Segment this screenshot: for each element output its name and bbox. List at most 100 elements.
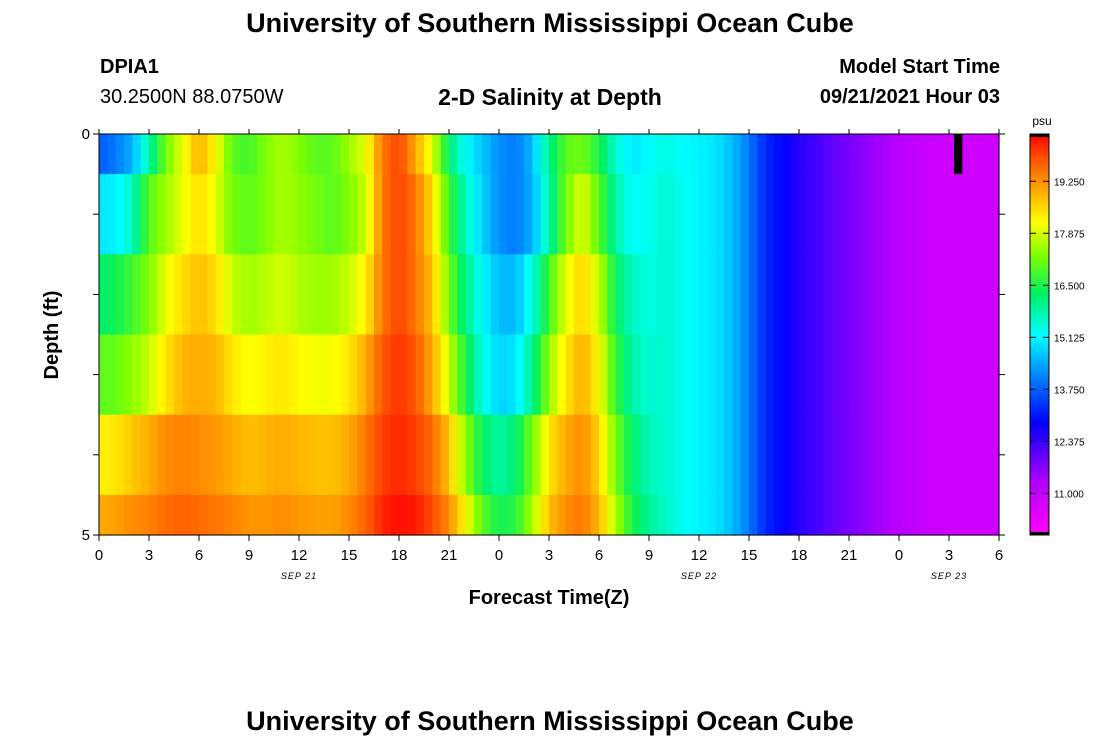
heatmap-cell [565,494,575,536]
heatmap-cell [207,494,217,536]
heatmap-cell [649,174,658,255]
heatmap-cell [482,414,492,496]
x-tick-label: 3 [145,547,153,564]
heatmap-cell [865,414,875,496]
heatmap-cell [807,134,817,175]
heatmap-cell [657,254,667,336]
heatmap-cell [615,134,625,175]
heatmap-cell [849,254,858,336]
heatmap-cell [774,334,783,416]
station-coordinates: 30.2500N 88.0750W [100,86,284,108]
heatmap-cell [632,334,642,416]
heatmap-cell [182,174,192,255]
heatmap-cell [890,174,900,255]
heatmap-cell [357,174,367,255]
heatmap-cell [832,494,842,536]
heatmap-cell [174,174,183,255]
heatmap-cell [182,494,192,536]
heatmap-cell [474,134,483,175]
heatmap-cell [949,254,958,336]
colorbar-scale [1029,133,1050,536]
heatmap-cell [465,174,475,255]
colorbar: psu 11.000 12.375 13.750 15.125 16.500 17.875… [1029,114,1085,536]
heatmap-cell [482,174,492,255]
heatmap-cell [824,134,833,175]
heatmap-cell [865,174,875,255]
colorbar-tick-label: 17.875 [1054,229,1085,240]
heatmap-cell [557,494,567,536]
heatmap-cell [882,494,892,536]
heatmap-cell [524,334,533,416]
heatmap-cell [665,134,675,175]
heatmap-cell [965,414,975,496]
heatmap-cell [532,494,542,536]
heatmap-cell [132,134,142,175]
heatmap-cell [257,494,267,536]
heatmap-cell [374,254,383,336]
heatmap-cell [540,414,550,496]
heatmap-cell [774,174,783,255]
heatmap-cell [815,174,825,255]
heatmap-cell [557,414,567,496]
heatmap-cell [790,254,800,336]
heatmap-cell [799,494,808,536]
heatmap-cell [815,414,825,496]
heatmap-cell [890,334,900,416]
footer-title: University of Southern Mississippi Ocean… [246,706,854,736]
heatmap-cell [299,174,308,255]
heatmap-cell [474,414,483,496]
heatmap-cell [982,414,992,496]
heatmap-cell [249,174,258,255]
heatmap-cell [957,494,967,536]
heatmap-cell [565,134,575,175]
data-marker-bar [954,134,963,175]
heatmap-cell [499,334,508,416]
heatmap-cell [199,334,208,416]
heatmap-cell [949,134,958,175]
heatmap-cell [699,134,708,175]
heatmap-cell [557,334,567,416]
heatmap-cell [424,174,433,255]
heatmap-cell [582,414,592,496]
heatmap-cell [340,254,350,336]
colorbar-unit-label: psu [1032,114,1051,128]
heatmap-cell [424,134,433,175]
heatmap-cell [315,414,325,496]
heatmap-cell [549,174,558,255]
heatmap-cell [882,334,892,416]
heatmap-cell [724,254,733,336]
heatmap-cell [190,334,200,416]
heatmap-cell [740,254,750,336]
heatmap-cell [440,414,450,496]
heatmap-cell [632,414,642,496]
heatmap-cell [174,334,183,416]
heatmap-cell [790,494,800,536]
heatmap-cell [424,414,433,496]
x-tick-label: 9 [645,547,653,564]
heatmap-cell [149,254,158,336]
heatmap-cell [840,174,850,255]
heatmap-cell [382,414,392,496]
heatmap-cell [640,134,650,175]
heatmap-cell [557,254,567,336]
heatmap-cell [990,134,1000,175]
heatmap-cell [824,494,833,536]
heatmap-cell [724,414,733,496]
x-tick-label: 18 [391,547,408,564]
heatmap-cell [949,174,958,255]
heatmap-cell [615,494,625,536]
heatmap-cell [590,174,600,255]
heatmap-cell [482,334,492,416]
heatmap-cell [499,254,508,336]
heatmap-cell [924,494,933,536]
heatmap-cell [207,334,217,416]
heatmap-cell [707,134,717,175]
heatmap-cell [990,174,1000,255]
heatmap-cell [532,414,542,496]
x-tick-label: 15 [341,547,358,564]
heatmap-cell [715,494,725,536]
heatmap-cell [924,254,933,336]
heatmap-cell [974,174,983,255]
heatmap-cell [840,134,850,175]
heatmap-cell [407,134,417,175]
